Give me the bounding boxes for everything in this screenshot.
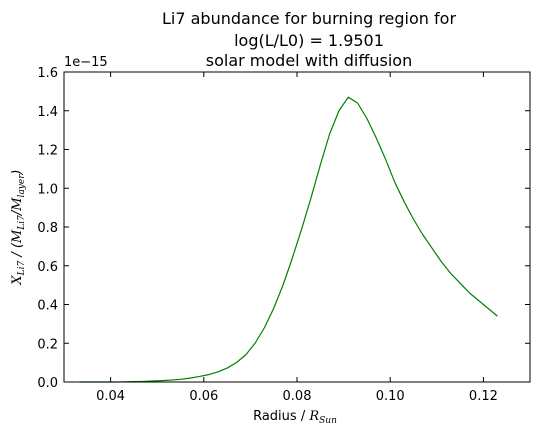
y-label-div: /	[10, 209, 25, 216]
x-axis-label-math: R	[308, 409, 319, 424]
y-label-sub-layer: layer	[17, 174, 27, 198]
ticks-layer: 0.04 0.06 0.08 0.10 0.12 0.0 0.2 0.4 0.6 0.8 1.0 1.…	[37, 66, 530, 404]
y-label-x: X	[10, 275, 25, 286]
x-tick-label: 0.04	[96, 389, 125, 404]
x-axis-label: Radius / RSun	[253, 409, 337, 426]
y-label-m1: M	[10, 229, 25, 244]
y-label-sub-li7: Li7	[17, 260, 27, 276]
y-tick-label: 1.4	[37, 105, 58, 120]
y-tick-label: 0.4	[37, 299, 58, 314]
x-axis-label-sub: Sun	[319, 416, 337, 426]
x-tick-label: 0.12	[469, 389, 498, 404]
x-tick-label: 0.08	[283, 389, 312, 404]
chart-title-line-3: solar model with diffusion	[206, 51, 412, 70]
plot-frame	[63, 71, 531, 383]
y-offset-label: 1e−15	[64, 55, 108, 70]
y-tick-label: 1.2	[37, 144, 58, 159]
y-tick-label: 1.6	[37, 66, 58, 81]
series-layer	[79, 96, 498, 383]
chart-title-line-2: log(L/L0) = 1.9501	[234, 31, 384, 50]
y-label-m2: M	[10, 197, 25, 212]
y-axis-label: XLi7 / (MLi7/Mlayer)	[10, 169, 27, 285]
series-line	[79, 96, 498, 383]
y-label-close: )	[10, 169, 25, 175]
x-tick-label: 0.10	[376, 389, 405, 404]
y-tick-label: 1.0	[37, 182, 58, 197]
chart-title-line-1: Li7 abundance for burning region for	[162, 9, 456, 28]
y-tick-label: 0.8	[37, 221, 58, 236]
y-tick-label: 0.6	[37, 260, 58, 275]
x-tick-label: 0.06	[189, 389, 218, 404]
y-label-sub-li7-2: Li7	[17, 215, 27, 231]
svg-text:XLi7 / (MLi7/Mlayer): XLi7 / (MLi7/Mlayer)	[10, 169, 27, 285]
y-tick-label: 0.2	[37, 337, 58, 352]
x-axis-label-text: Radius /	[253, 409, 309, 424]
y-tick-label: 0.0	[37, 376, 58, 391]
y-label-slash: / (	[10, 242, 25, 261]
